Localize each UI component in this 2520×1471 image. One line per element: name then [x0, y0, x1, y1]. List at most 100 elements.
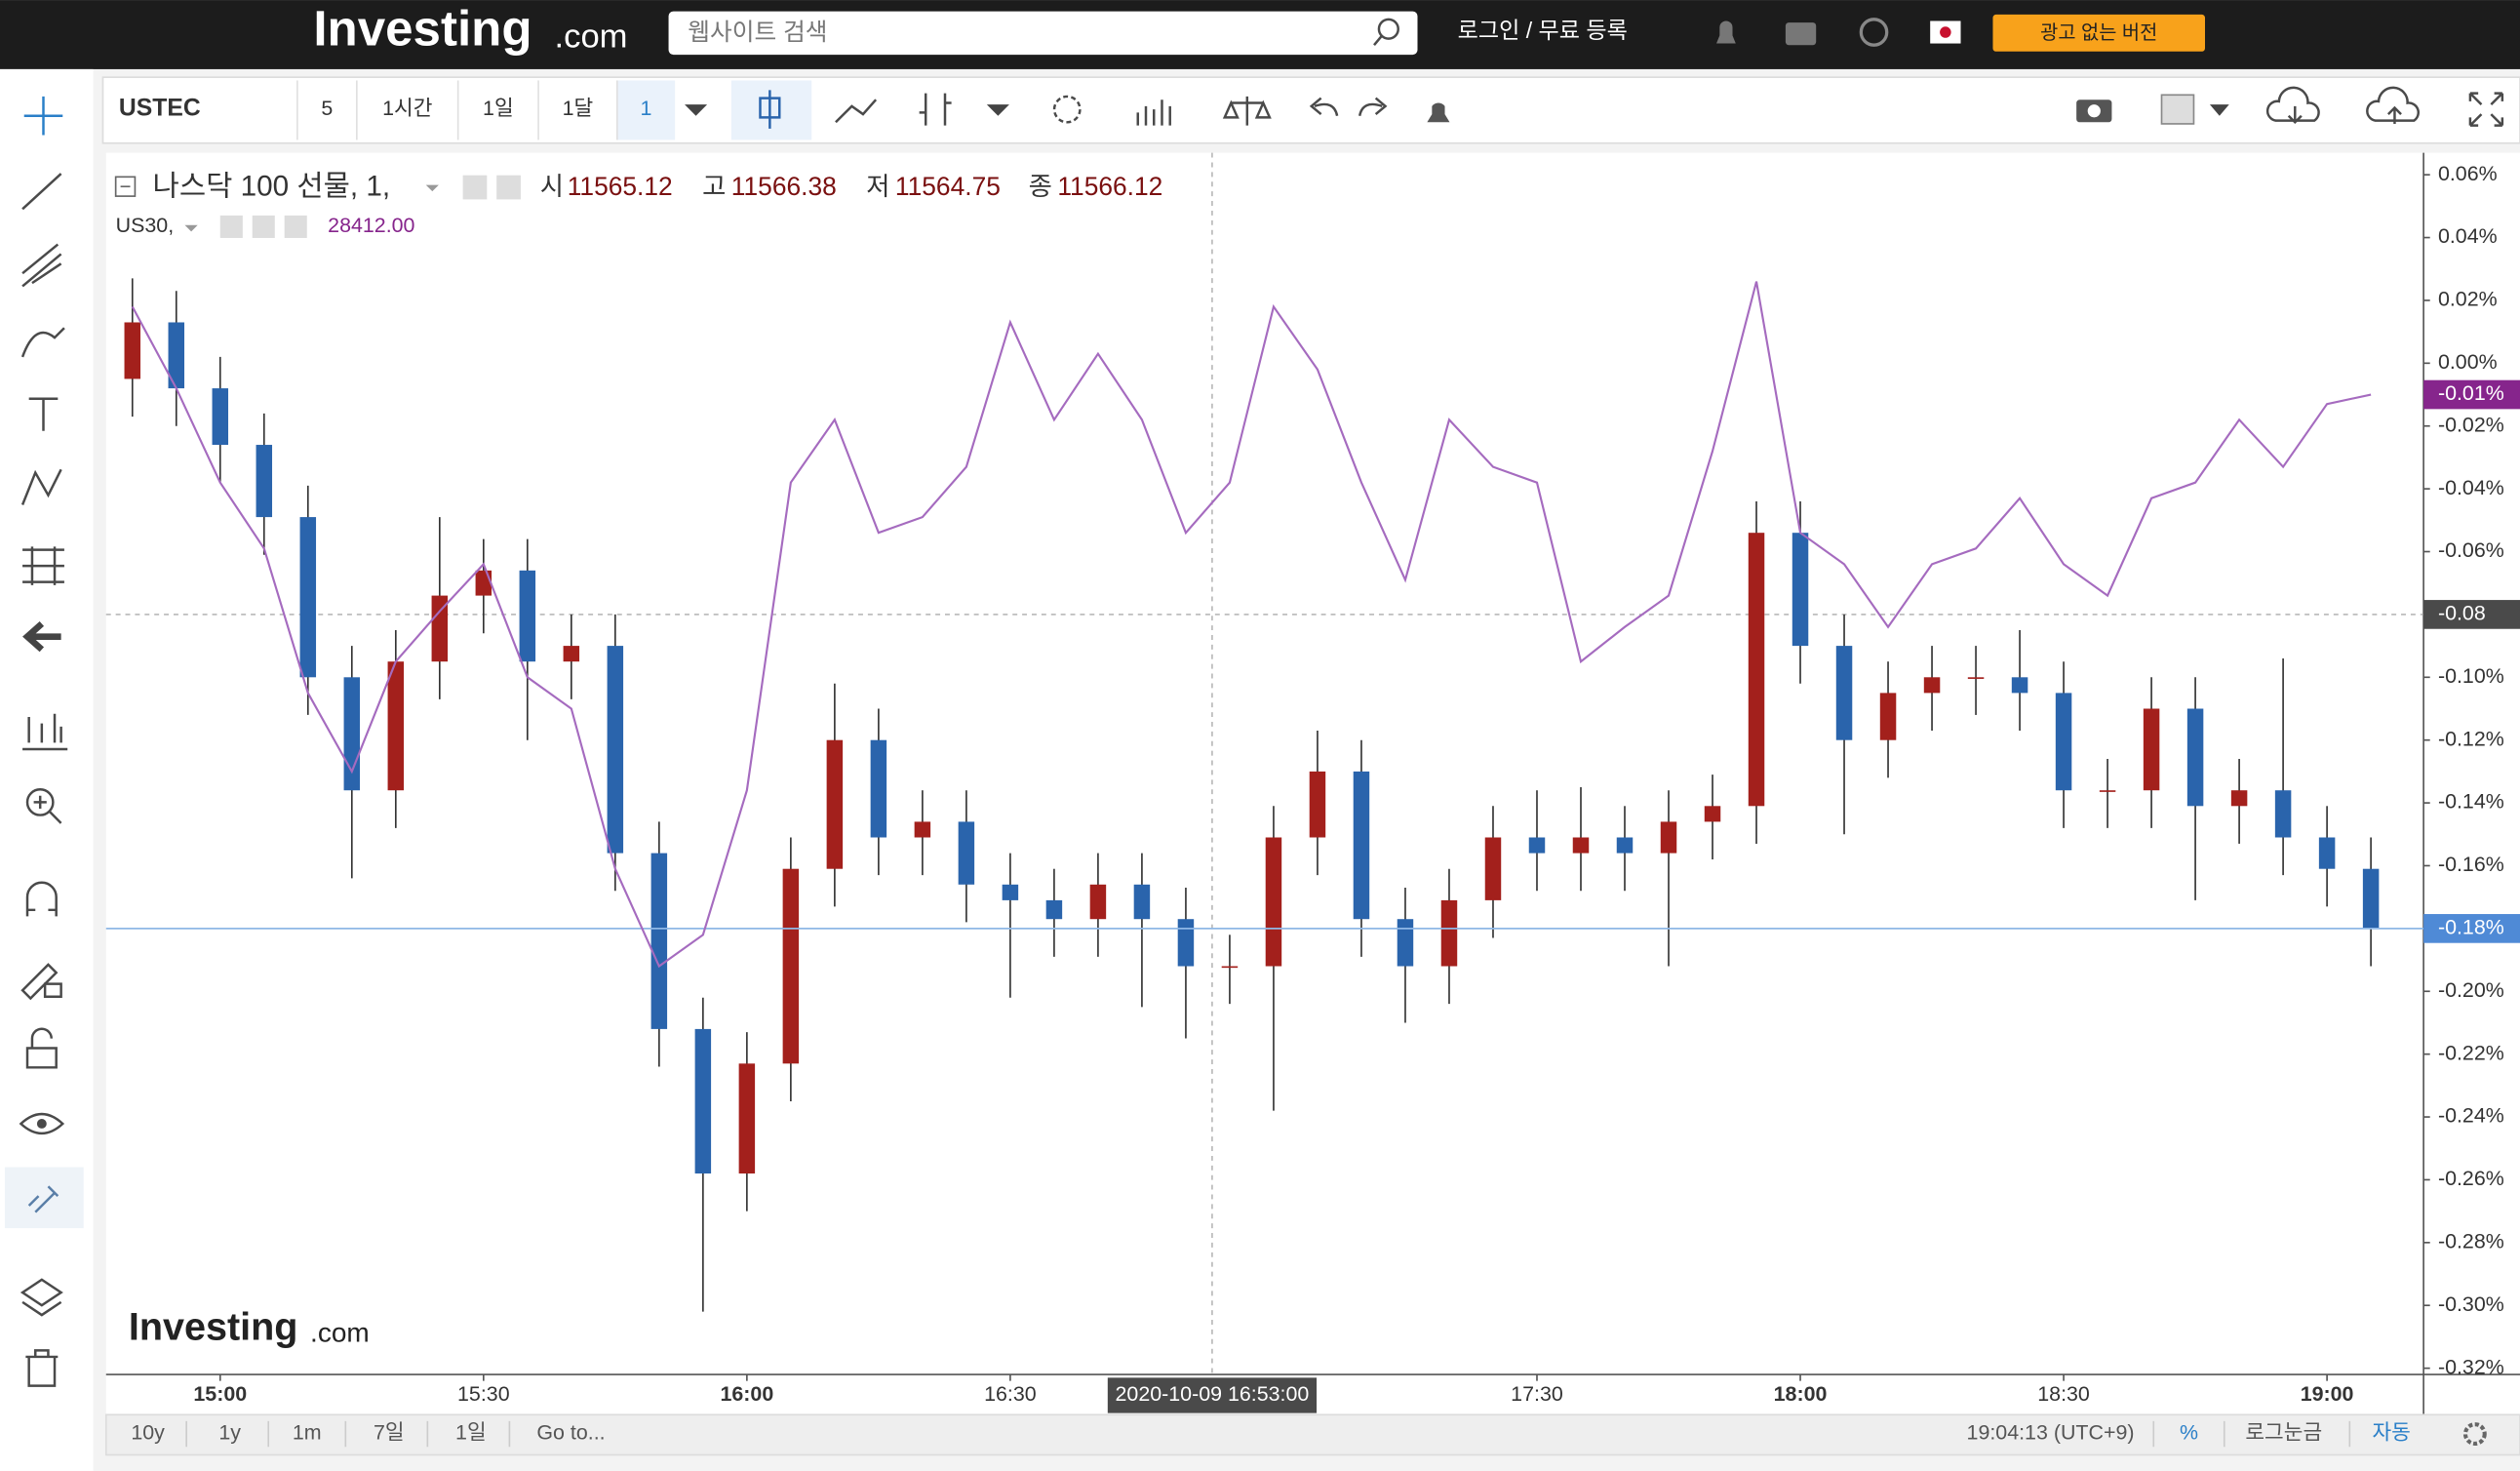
crosshair-tool[interactable]	[23, 96, 63, 136]
ad-free-label[interactable]: 광고 없는 버전	[2040, 22, 2157, 44]
compare-icon[interactable]	[1222, 96, 1272, 126]
legend-eye[interactable]	[462, 175, 488, 200]
legend-remove[interactable]	[284, 215, 307, 238]
candle-body	[2143, 708, 2160, 791]
candle-body	[1660, 821, 1677, 854]
interval-button[interactable]: 1달	[563, 97, 594, 120]
projection-tool[interactable]	[22, 546, 64, 585]
delete-tool[interactable]	[25, 1349, 59, 1387]
layout-dropdown[interactable]	[2209, 104, 2229, 116]
legend-eye[interactable]	[219, 215, 243, 238]
auto-toggle[interactable]: 자동	[2372, 1421, 2410, 1445]
candle-body	[1353, 771, 1370, 920]
pattern-tool[interactable]	[20, 468, 62, 505]
login-link[interactable]: 로그인 / 무료 등록	[1458, 18, 1628, 43]
link-tool-bg[interactable]	[4, 1167, 84, 1229]
ad-free-button[interactable]	[1992, 14, 2205, 52]
text-tool[interactable]	[28, 397, 59, 431]
snapshot-icon	[2087, 104, 2101, 118]
logo-suffix[interactable]: .com	[555, 19, 628, 56]
legend-dropdown[interactable]	[425, 184, 439, 192]
fib-tool[interactable]	[21, 243, 62, 288]
y-tick-label: -0.12%	[2438, 727, 2504, 750]
left-toolbar	[0, 68, 94, 1471]
log-toggle[interactable]: 로그눈금	[2245, 1421, 2322, 1445]
trendline-tool[interactable]	[21, 173, 62, 211]
line-style-icon[interactable]	[835, 99, 878, 124]
candle-style-button[interactable]	[730, 80, 812, 140]
layout-icon[interactable]	[2160, 94, 2195, 125]
legend-field-value: 11565.12	[568, 172, 673, 201]
bell-icon[interactable]	[1716, 20, 1736, 44]
candle-body	[1265, 837, 1282, 967]
search-placeholder[interactable]: 웹사이트 검색	[688, 19, 827, 46]
candle-body	[299, 517, 317, 678]
crosshair-y-label: -0.08	[2438, 602, 2486, 625]
y-tick-label: 0.02%	[2438, 288, 2498, 311]
candle-style-icon[interactable]	[759, 90, 781, 129]
zoom-tool[interactable]	[25, 787, 55, 816]
magnet-tool[interactable]	[25, 881, 58, 917]
candle-body	[1792, 533, 1809, 647]
load-icon[interactable]	[2265, 86, 2320, 125]
visibility-tool[interactable]	[19, 1112, 65, 1135]
candle-body	[1967, 677, 1985, 679]
link-tool[interactable]	[27, 1185, 59, 1213]
layers-tool[interactable]	[20, 1278, 63, 1317]
brush-tool[interactable]	[20, 327, 65, 358]
crosshair-y-box	[2423, 600, 2520, 629]
indicators-icon[interactable]	[1136, 99, 1171, 126]
candle-body	[958, 821, 975, 885]
range-button[interactable]: 1일	[455, 1421, 487, 1445]
legend-settings[interactable]	[252, 215, 275, 238]
alert-icon[interactable]	[1427, 102, 1463, 123]
x-tick-label: 18:30	[2037, 1382, 2090, 1406]
search-icon[interactable]	[1377, 18, 1399, 40]
interval-button[interactable]: 1일	[483, 97, 514, 120]
logo[interactable]: Investing	[313, 1, 532, 57]
undo-icon[interactable]	[1309, 97, 1339, 117]
settings-icon[interactable]	[1052, 95, 1082, 124]
last-value-box	[2423, 914, 2520, 943]
y-tick-label: -0.04%	[2438, 476, 2504, 499]
fullscreen-icon[interactable]	[2468, 92, 2504, 127]
candle-body	[2099, 790, 2116, 792]
interval-button[interactable]: 5	[321, 97, 333, 120]
bars-icon[interactable]	[919, 93, 952, 126]
interval-button[interactable]: 1시간	[382, 97, 432, 120]
measure-tool[interactable]	[22, 713, 68, 751]
candle-body	[475, 570, 492, 596]
lock-drawings-tool[interactable]	[20, 963, 62, 1001]
range-button[interactable]: 7일	[374, 1421, 405, 1445]
interval-selected[interactable]	[616, 80, 676, 140]
range-button[interactable]: 10y	[131, 1421, 165, 1445]
settings-icon[interactable]	[2462, 1422, 2487, 1446]
symbol[interactable]: USTEC	[119, 96, 201, 122]
zoom-tool[interactable]	[33, 795, 62, 824]
style-dropdown[interactable]	[986, 104, 1009, 116]
portfolio-icon[interactable]	[1785, 22, 1817, 46]
legend-dropdown[interactable]	[184, 224, 198, 232]
legend-settings[interactable]	[496, 175, 521, 200]
legend-collapse[interactable]	[114, 176, 137, 197]
y-tick-label: 0.04%	[2438, 224, 2498, 248]
redo-icon[interactable]	[1358, 97, 1388, 117]
candle-body	[2186, 708, 2204, 807]
legend-field-value: 11566.12	[1057, 172, 1162, 201]
save-icon[interactable]	[2366, 86, 2421, 124]
candle-body	[2230, 790, 2248, 807]
goto-button[interactable]: Go to...	[536, 1421, 605, 1445]
candle-body	[1572, 837, 1590, 854]
search-icon[interactable]	[1373, 34, 1384, 46]
interval-button[interactable]: 1	[641, 97, 652, 120]
percent-toggle[interactable]: %	[2180, 1421, 2198, 1445]
back-tool[interactable]	[22, 621, 61, 653]
candle-body	[1221, 966, 1239, 969]
range-button[interactable]: 1m	[293, 1421, 322, 1445]
search-box[interactable]	[668, 11, 1418, 56]
clock-icon[interactable]	[1859, 18, 1889, 47]
interval-dropdown[interactable]	[685, 104, 708, 116]
lock-tool[interactable]	[25, 1027, 58, 1069]
range-button[interactable]: 1y	[218, 1421, 241, 1445]
candle-body	[1879, 693, 1897, 740]
